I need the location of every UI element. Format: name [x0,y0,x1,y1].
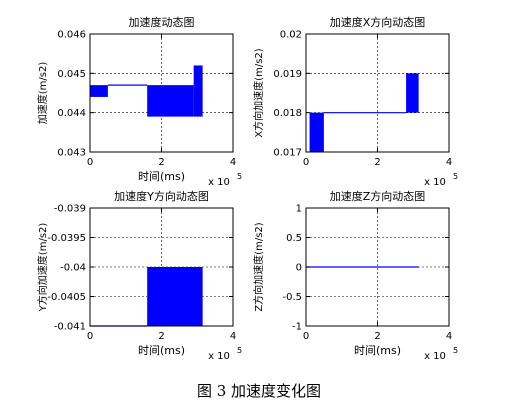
x-tick-label: 4 [446,157,452,168]
data-band [406,73,419,113]
plot-area [306,34,449,152]
chart-panel-3: 0 2 4 -0.041 -0.0405 -0.04 -0.0395 -0.039 加速度Y方向… [36,189,242,362]
data-band [147,267,203,326]
y-axis-label: Y方向加速度(m/s2) [36,223,49,313]
y-tick-label: 0.017 [273,148,302,159]
x-exponent-power: 5 [453,346,458,355]
chart-title: 加速度动态图 [129,15,195,29]
y-tick-label: -0.0405 [47,292,86,303]
y-axis-label: X方向加速度(m/s2) [252,48,265,137]
y-axis-label: 加速度(m/s2) [36,62,49,125]
y-tick-label: -0.039 [54,204,86,215]
x-exponent-label: x 10 [208,351,230,362]
x-exponent-label: x 10 [208,177,230,188]
x-tick-label: 0 [303,331,309,342]
x-exponent-power: 5 [237,172,242,181]
x-tick-label: 4 [446,331,452,342]
y-tick-label: 0 [296,263,302,274]
data-band [193,65,203,117]
x-tick-label: 0 [303,157,309,168]
x-exponent-label: x 10 [424,351,446,362]
x-exponent-power: 5 [453,172,458,181]
x-tick-label: 0 [87,157,93,168]
y-tick-label: 0.02 [280,30,302,41]
figure-caption: 图 3 加速度变化图 [196,382,322,400]
y-tick-label: 0.018 [273,108,302,119]
y-tick-label: -1 [292,322,302,333]
y-tick-label: 0.044 [57,108,86,119]
y-tick-label: 0.5 [286,233,302,244]
x-axis-label: 时间(ms) [138,344,185,357]
x-tick-label: 2 [158,157,164,168]
chart-title: 加速度Z方向动态图 [330,189,426,203]
data-band [147,85,194,117]
chart-panel-2: 0 2 4 0.017 0.018 0.019 0.02 加速度X方向动态图 X方向加速度(m/… [252,15,458,188]
x-tick-label: 0 [87,331,93,342]
x-axis-label: 时间(ms) [138,170,185,183]
y-axis-label: Z方向加速度(m/s2) [252,222,265,311]
x-tick-label: 2 [374,331,380,342]
x-tick-label: 4 [230,331,236,342]
y-tick-label: 0.019 [273,69,302,80]
chart-title: 加速度X方向动态图 [330,15,426,29]
data-band [309,112,324,152]
x-axis-label: 时间(ms) [354,344,401,357]
data-band [90,85,108,97]
y-tick-label: -0.5 [282,292,302,303]
y-tick-label: 0.043 [57,148,86,159]
y-tick-label: -0.0395 [47,233,86,244]
chart-title: 加速度Y方向动态图 [114,189,209,203]
y-tick-label: -0.04 [60,263,86,274]
y-tick-label: 1 [296,204,302,215]
x-tick-label: 2 [374,157,380,168]
x-exponent-power: 5 [237,346,242,355]
y-tick-label: 0.045 [57,69,86,80]
y-tick-label: -0.041 [54,322,86,333]
x-exponent-label: x 10 [424,177,446,188]
y-tick-label: 0.046 [57,30,86,41]
x-tick-label: 2 [158,331,164,342]
x-tick-label: 4 [230,157,236,168]
